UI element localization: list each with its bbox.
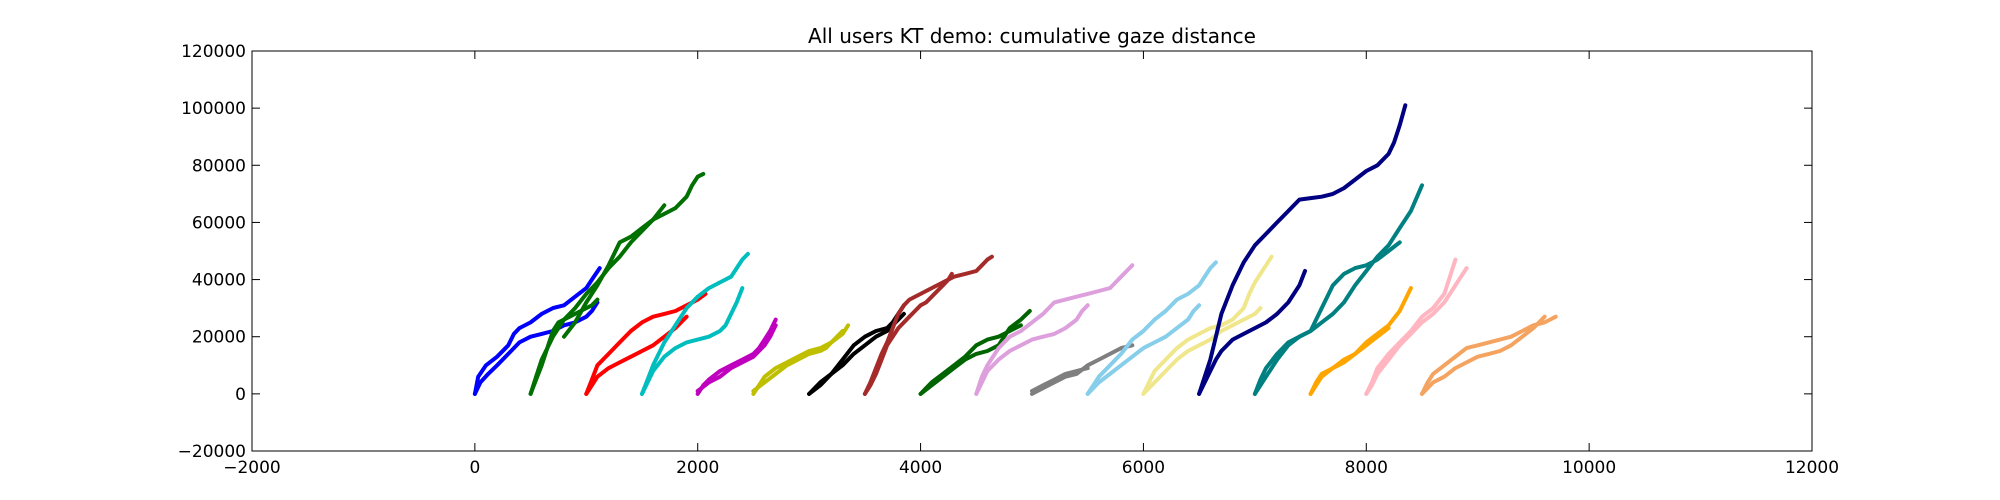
x-tick-label: 2000 bbox=[676, 458, 719, 478]
series-line-31 bbox=[1252, 240, 1402, 396]
x-tick-label: 8000 bbox=[1345, 458, 1388, 478]
series-line-16 bbox=[862, 254, 994, 396]
series-line-19 bbox=[918, 323, 1023, 396]
series-line-27 bbox=[1141, 306, 1263, 396]
x-tick-label: −2000 bbox=[223, 458, 281, 478]
series-line-37 bbox=[1420, 314, 1547, 396]
y-tick-label: 20000 bbox=[192, 328, 246, 348]
y-tick-label: 0 bbox=[235, 385, 246, 405]
series-line-13 bbox=[751, 329, 845, 393]
series-line-9 bbox=[640, 286, 745, 396]
series-line-36 bbox=[1420, 314, 1558, 396]
series-line-35 bbox=[1364, 257, 1458, 396]
x-tick-label: 12000 bbox=[1785, 458, 1839, 478]
x-tick-label: 0 bbox=[469, 458, 480, 478]
series-line-23 bbox=[1030, 366, 1090, 393]
y-tick-label: 100000 bbox=[181, 99, 246, 119]
plot-frame bbox=[251, 50, 1813, 452]
x-tick-label: 6000 bbox=[1122, 458, 1165, 478]
series-line-1 bbox=[472, 300, 600, 396]
x-tick-label: 10000 bbox=[1562, 458, 1616, 478]
series-line-24 bbox=[1085, 260, 1218, 396]
series-line-33 bbox=[1308, 326, 1391, 396]
y-tick-label: 40000 bbox=[192, 271, 246, 291]
series-line-25 bbox=[1085, 303, 1202, 396]
series-line-28 bbox=[1197, 103, 1408, 396]
series-layer bbox=[472, 103, 1558, 396]
series-line-34 bbox=[1364, 266, 1469, 396]
y-tick-label: 60000 bbox=[192, 213, 246, 233]
series-line-29 bbox=[1197, 269, 1307, 396]
series-line-11 bbox=[695, 323, 778, 393]
series-line-20 bbox=[974, 263, 1135, 396]
series-line-21 bbox=[974, 303, 1090, 396]
tick-layer: −2000 0 2000 4000 6000 8000 10000 12000−2000002… bbox=[178, 42, 1839, 478]
y-tick-label: −20000 bbox=[178, 442, 246, 462]
series-line-4 bbox=[528, 203, 667, 396]
y-tick-label: 120000 bbox=[181, 42, 246, 62]
series-line-26 bbox=[1141, 254, 1274, 396]
series-line-8 bbox=[640, 251, 750, 396]
series-line-5 bbox=[562, 171, 706, 339]
x-tick-label: 4000 bbox=[899, 458, 942, 478]
series-line-30 bbox=[1252, 183, 1424, 396]
series-line-17 bbox=[862, 271, 954, 396]
series-line-18 bbox=[918, 309, 1032, 396]
y-tick-label: 80000 bbox=[192, 156, 246, 176]
chart-title: All users KT demo: cumulative gaze dista… bbox=[808, 24, 1256, 48]
series-line-2 bbox=[472, 266, 602, 396]
